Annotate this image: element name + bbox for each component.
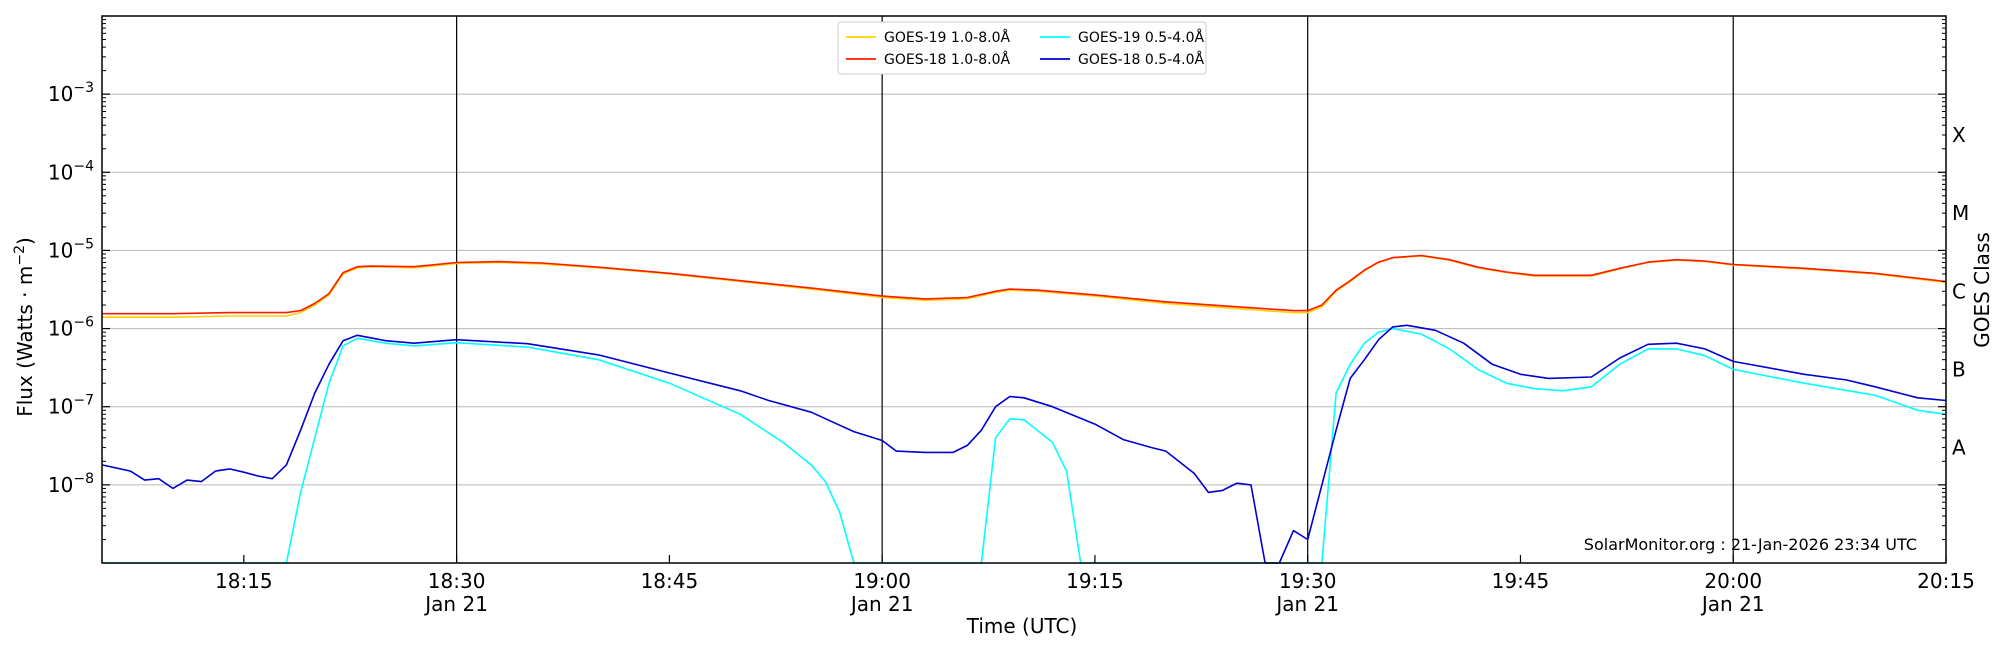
- y-tick-label: 10−8: [48, 471, 94, 497]
- x-tick-label: 18:45: [641, 569, 699, 593]
- goes-class-labels: A B C M X: [1952, 123, 1969, 460]
- y-tick-base: 10: [48, 317, 73, 341]
- axis-ticks: [102, 19, 1947, 563]
- y-tick-label: 10−3: [48, 80, 94, 106]
- x-tick-label: 18:15: [215, 569, 273, 593]
- y-axis-title: Flux (Watts · m−2): [12, 237, 37, 417]
- y-tick-base: 10: [48, 473, 73, 497]
- grid-lines: [102, 93, 1946, 486]
- goes-class-x: X: [1952, 123, 1966, 147]
- y-tick-label: 10−5: [48, 236, 94, 262]
- x-tick-label: 19:30: [1279, 569, 1337, 593]
- goes-class-a: A: [1952, 436, 1966, 460]
- goes-class-b: B: [1952, 357, 1966, 381]
- x-tick-label: 19:45: [1492, 569, 1550, 593]
- series-lines: [101, 254, 1947, 564]
- x-tick-date: Jan 21: [1700, 592, 1765, 616]
- x-axis-title: Time (UTC): [966, 614, 1078, 638]
- y-tick-label: 10−7: [48, 393, 94, 419]
- x-tick-label: 19:15: [1066, 569, 1124, 593]
- y-tick-exponent: −8: [73, 471, 94, 487]
- y-tick-exponent: −4: [73, 158, 94, 174]
- x-tick-date: Jan 21: [849, 592, 914, 616]
- legend-label: GOES-19 0.5-4.0Å: [1078, 29, 1204, 46]
- series-line: [102, 327, 1947, 564]
- y-tick-label: 10−4: [48, 158, 94, 184]
- legend: GOES-19 1.0-8.0Å GOES-18 1.0-8.0Å GOES-19 …: [837, 21, 1207, 75]
- y-tick-label: 10−6: [48, 315, 94, 341]
- x-tick-label: 18:30: [428, 569, 486, 593]
- series-line: [101, 324, 1947, 564]
- legend-label: GOES-18 0.5-4.0Å: [1078, 51, 1204, 68]
- goes-class-axis-title: GOES Class: [1970, 232, 1994, 348]
- y-axis-title-close: ): [13, 237, 37, 245]
- y-tick-labels: 10−810−710−610−510−410−3: [48, 80, 94, 497]
- y-axis-title-main: Flux (Watts · m: [13, 266, 37, 417]
- goes-class-c: C: [1952, 279, 1966, 303]
- x-tick-date: Jan 21: [423, 592, 488, 616]
- y-tick-exponent: −6: [73, 315, 94, 331]
- series-line: [102, 254, 1947, 315]
- x-tick-label: 20:15: [1917, 569, 1975, 593]
- day-marker-lines: [456, 16, 1734, 563]
- plot-frame: [101, 15, 1947, 564]
- y-tick-base: 10: [48, 82, 73, 106]
- legend-box: [837, 21, 1207, 75]
- legend-label: GOES-19 1.0-8.0Å: [884, 29, 1010, 46]
- y-tick-exponent: −3: [73, 80, 94, 96]
- goes-class-m: M: [1952, 201, 1969, 225]
- y-tick-exponent: −5: [73, 236, 94, 252]
- y-axis-title-exponent: −2: [12, 245, 28, 266]
- y-tick-base: 10: [48, 238, 73, 262]
- y-tick-base: 10: [48, 395, 73, 419]
- x-tick-date: Jan 21: [1274, 592, 1339, 616]
- series-line: [102, 255, 1947, 319]
- x-tick-label: 20:00: [1704, 569, 1762, 593]
- credit-text: SolarMonitor.org : 21-Jan-2026 23:34 UTC: [1584, 535, 1917, 554]
- y-tick-base: 10: [48, 160, 73, 184]
- y-tick-exponent: −7: [73, 393, 94, 409]
- legend-label: GOES-18 1.0-8.0Å: [884, 51, 1010, 68]
- x-tick-label: 19:00: [853, 569, 911, 593]
